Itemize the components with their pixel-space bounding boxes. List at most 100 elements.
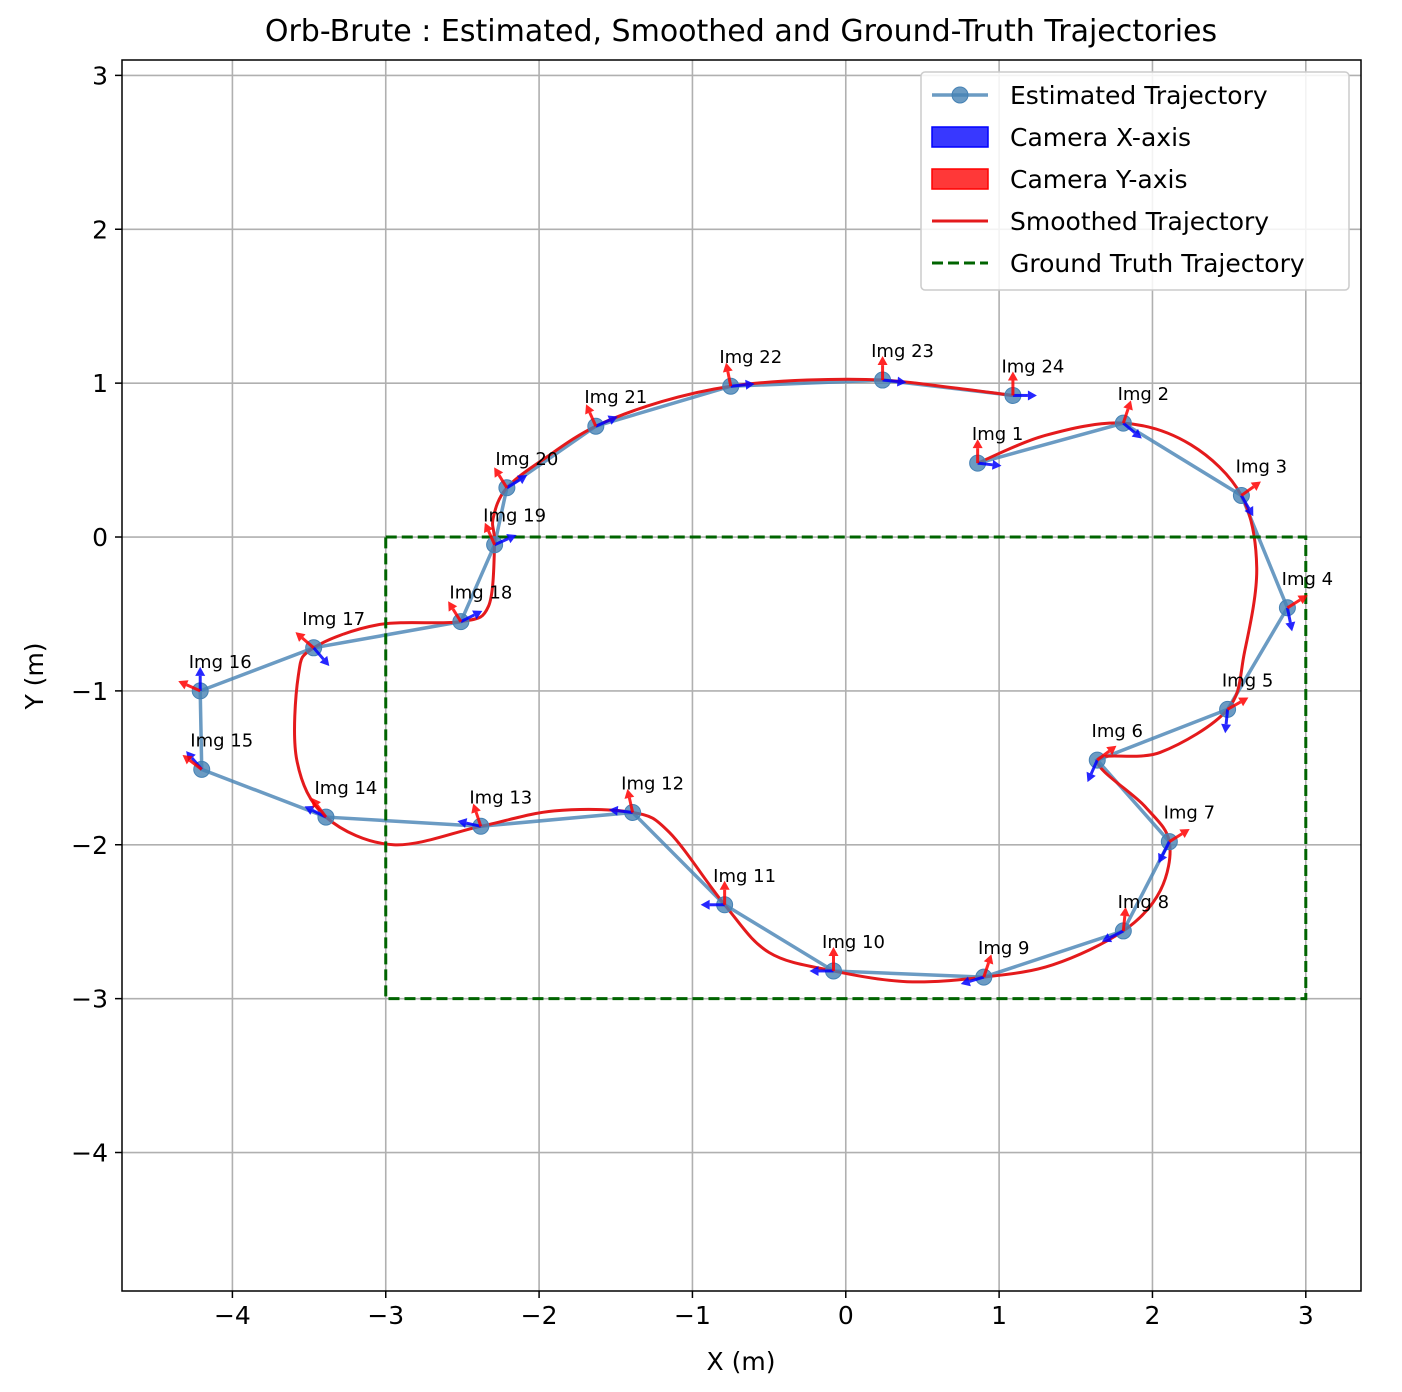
x-tick-label: 0 — [838, 1301, 854, 1330]
camera-x-axis-arrow-head — [745, 379, 755, 390]
camera-x-axis-arrow — [1012, 390, 1037, 401]
camera-x-axis-arrow — [1240, 494, 1254, 517]
point-label: Img 19 — [483, 506, 546, 527]
point-label: Img 13 — [469, 787, 532, 808]
camera-y-axis-arrow — [471, 803, 483, 827]
camera-y-axis-arrow — [448, 601, 463, 623]
camera-x-axis-arrow — [882, 376, 907, 387]
y-tick-label: −2 — [71, 831, 108, 860]
camera-x-axis-arrow — [960, 975, 985, 987]
camera-x-axis-arrow — [730, 379, 755, 390]
camera-y-axis-arrow-shaft — [497, 474, 509, 489]
camera-x-axis-arrow-head — [1221, 723, 1232, 734]
point-label: Img 9 — [978, 938, 1029, 959]
camera-y-axis-arrow — [1226, 697, 1249, 711]
camera-x-axis-arrow-shaft — [882, 378, 898, 384]
point-label: Img 24 — [1001, 356, 1064, 377]
point-label: Img 6 — [1092, 721, 1143, 742]
camera-y-axis-arrow — [182, 754, 203, 771]
camera-x-axis-arrow — [195, 666, 206, 691]
camera-y-axis-arrow-head — [972, 439, 983, 449]
legend: Estimated Trajectory Camera X-axis Camera … — [920, 71, 1350, 291]
camera-y-axis-arrow-shaft — [487, 530, 496, 546]
camera-y-axis-arrow-head — [1179, 828, 1190, 838]
y-tick-label: 3 — [92, 61, 108, 90]
camera-x-axis-arrow-head — [516, 475, 528, 485]
camera-x-axis-arrow-shaft — [506, 478, 521, 490]
x-tick-label: −2 — [521, 1301, 558, 1330]
camera-y-axis-arrow — [828, 946, 839, 971]
camera-x-axis-arrow-shaft — [465, 821, 482, 828]
camera-y-axis-arrow-head — [471, 803, 481, 814]
camera-x-axis-arrow-head — [1285, 621, 1296, 632]
camera-x-axis-arrow-head — [304, 805, 315, 815]
camera-x-axis-arrow-shaft — [1240, 494, 1251, 510]
camera-y-axis-arrow-shaft — [315, 804, 328, 818]
camera-x-axis-arrow-shaft — [595, 418, 611, 428]
camera-y-axis-arrow-head — [1123, 400, 1133, 411]
point-label: Img 15 — [190, 730, 253, 751]
camera-y-axis-arrow-head — [624, 789, 635, 799]
camera-y-axis-arrow — [1096, 745, 1117, 762]
point-label: Img 17 — [302, 609, 365, 630]
camera-x-axis-arrow-head — [457, 818, 468, 828]
x-tick-label: 1 — [991, 1301, 1007, 1330]
camera-x-axis-arrow-head — [809, 965, 819, 976]
camera-y-axis-arrow-shaft — [1121, 408, 1130, 424]
camera-x-axis-arrow-head — [607, 415, 618, 425]
camera-y-axis-arrow-shaft — [301, 636, 315, 649]
camera-y-axis-arrow — [1168, 828, 1190, 843]
camera-x-axis-arrow — [1285, 607, 1296, 632]
camera-y-axis-arrow-head — [448, 601, 458, 612]
camera-x-axis-arrow-shaft — [1285, 607, 1292, 623]
camera-y-axis-arrow-head — [719, 880, 730, 890]
camera-y-axis-arrow — [1007, 371, 1018, 396]
y-tick-label: −1 — [71, 677, 108, 706]
camera-y-axis-arrow-shaft — [1286, 598, 1301, 610]
camera-x-axis-arrow — [1221, 709, 1232, 734]
x-tick-label: 2 — [1145, 1301, 1161, 1330]
camera-x-axis-arrow-head — [1101, 933, 1113, 943]
point-label: Img 3 — [1236, 456, 1287, 477]
plot-layer: Img 1 Img 2 Img 3 Img 4 Img 5 Img 6 Img 7 Img 8… — [178, 341, 1333, 1001]
camera-y-axis-arrow-head — [178, 680, 189, 690]
camera-y-axis-arrow-shaft — [588, 411, 598, 427]
camera-y-axis-arrow-head — [1238, 697, 1249, 707]
camera-x-axis-arrow-head — [960, 976, 971, 987]
camera-y-axis-arrow-shaft — [1226, 700, 1242, 711]
camera-y-axis-arrow-shaft — [1121, 915, 1127, 932]
tick-layer: −4 −3 −2 −1 0 1 2 3 −4 −3 −2 −1 0 1 2 3 — [71, 61, 1314, 1330]
legend-estimated-swatch-marker — [951, 86, 969, 104]
legend-label: Estimated Trajectory — [1010, 81, 1268, 110]
point-label: Img 7 — [1164, 803, 1215, 824]
point-label: Img 12 — [621, 773, 684, 794]
camera-y-axis-arrow-head — [311, 797, 321, 809]
x-tick-label: −4 — [214, 1301, 251, 1330]
camera-x-axis-arrow — [312, 646, 330, 667]
camera-y-axis-arrow-head — [877, 356, 888, 366]
camera-y-axis-arrow — [877, 356, 888, 381]
point-label: Img 20 — [495, 449, 558, 470]
camera-x-axis-arrow — [1101, 929, 1124, 943]
camera-y-axis-arrow — [483, 522, 496, 546]
camera-x-axis-arrow — [1122, 421, 1142, 439]
legend-label: Smoothed Trajectory — [1010, 207, 1269, 236]
camera-y-axis-arrow — [178, 680, 201, 693]
ground-truth-trajectory-line — [384, 535, 1308, 1001]
camera-y-axis-arrow-shaft — [451, 608, 463, 623]
camera-y-axis-arrow-head — [1119, 907, 1130, 917]
y-tick-label: 2 — [92, 215, 108, 244]
camera-y-axis-arrow-shaft — [185, 683, 201, 693]
point-label: Img 11 — [713, 866, 776, 887]
y-axis-label: Y (m) — [20, 642, 49, 710]
camera-y-axis-arrow — [494, 467, 509, 489]
camera-x-axis-arrow-shaft — [617, 809, 633, 814]
point-label: Img 10 — [822, 932, 885, 953]
point-label: Img 22 — [719, 347, 782, 368]
camera-x-axis-arrow-shaft — [312, 646, 325, 661]
camera-x-axis-arrow — [506, 475, 528, 490]
camera-x-axis-arrow — [608, 805, 633, 816]
camera-y-axis-arrow-shaft — [188, 759, 203, 771]
camera-y-axis-arrow — [624, 789, 635, 813]
